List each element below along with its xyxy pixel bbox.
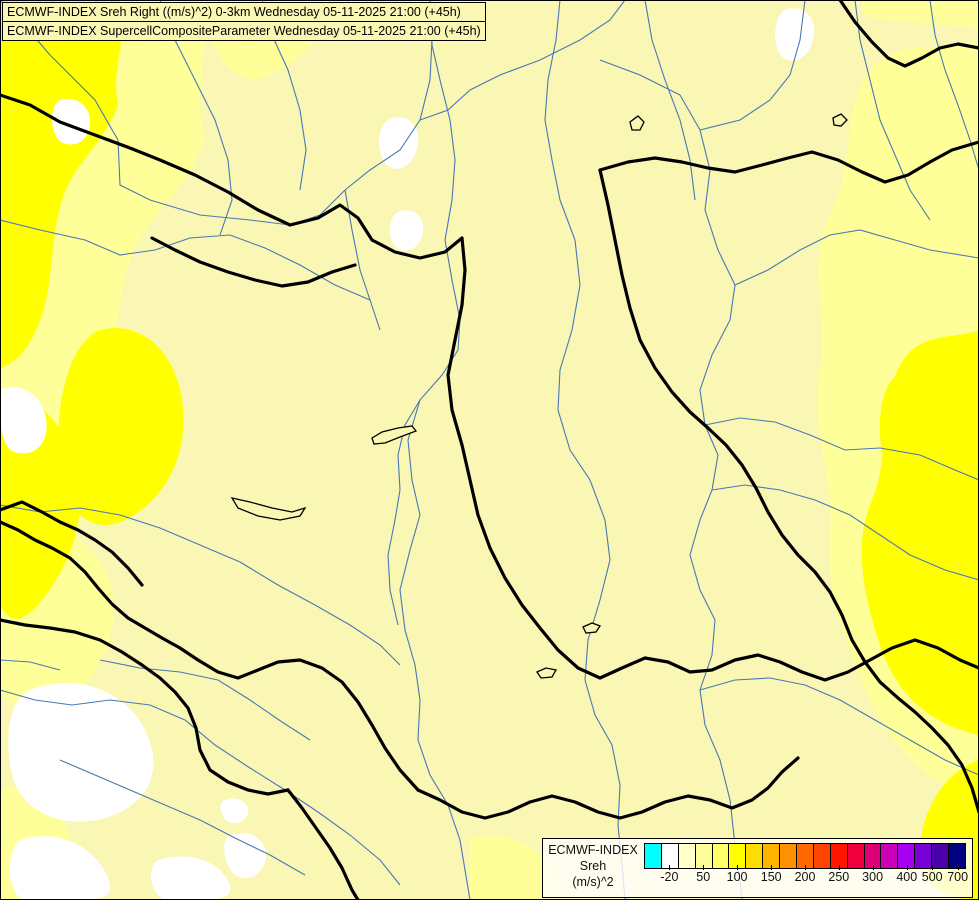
legend-scale: -20 50 100 150 200 250 300 400 500 700 — [643, 839, 972, 897]
lakes-layer — [230, 113, 848, 679]
colorbar-cell-5[interactable] — [729, 844, 747, 868]
lake-balaton — [371, 425, 418, 445]
colorbar-cell-17[interactable] — [932, 844, 950, 868]
colorbar-cell-15[interactable] — [898, 844, 916, 868]
colorbar-cell-13[interactable] — [864, 844, 882, 868]
legend-source: ECMWF-INDEX — [548, 843, 638, 857]
colorbar-tick-label-6: 300 — [862, 870, 884, 884]
colorbar-tickmark-2 — [737, 865, 739, 870]
colorbar-cell-6[interactable] — [746, 844, 764, 868]
colorbar-tickmark-9 — [957, 865, 959, 870]
colorbar-tick-label-4: 200 — [794, 870, 816, 884]
colorbar-cell-3[interactable] — [695, 844, 713, 868]
colorbar-tick-label-1: 50 — [696, 870, 711, 884]
colorbar-cell-11[interactable] — [830, 844, 848, 868]
colorbar-cell-4[interactable] — [712, 844, 730, 868]
colorbar-tickmark-1 — [703, 865, 705, 870]
title-line-scp: ECMWF-INDEX SupercellCompositeParameter … — [2, 21, 486, 41]
white-pocket-north — [775, 8, 815, 61]
legend-variable: Sreh — [579, 859, 607, 873]
legend-labels: ECMWF-INDEX Sreh (m/s)^2 — [543, 839, 643, 897]
colorbar-tickmark-5 — [838, 865, 840, 870]
colorbar-cell-18[interactable] — [949, 844, 965, 868]
legend-panel[interactable]: ECMWF-INDEX Sreh (m/s)^2 -20 50 100 150 200 2… — [542, 838, 973, 898]
colorbar-cell-12[interactable] — [847, 844, 865, 868]
colorbar-cell-2[interactable] — [678, 844, 696, 868]
colorbar-cell-7[interactable] — [763, 844, 781, 868]
colorbar-cell-14[interactable] — [881, 844, 899, 868]
colorbar-cell-16[interactable] — [915, 844, 933, 868]
title-block: ECMWF-INDEX Sreh Right ((m/s)^2) 0-3km W… — [2, 2, 486, 41]
white-pocket-southwest — [8, 683, 154, 822]
colorbar-tick-label-7: 400 — [896, 870, 918, 884]
colorbar-tickmark-8 — [932, 865, 934, 870]
colorbar-tick-row: -20 50 100 150 200 250 300 400 500 700 — [644, 865, 969, 889]
colorbar-tickmark-3 — [771, 865, 773, 870]
colorbar[interactable] — [644, 843, 966, 869]
colorbar-tickmark-0 — [669, 865, 671, 870]
colorbar-tickmark-4 — [805, 865, 806, 870]
field-band-below-50 — [0, 8, 815, 900]
title-line-sreh: ECMWF-INDEX Sreh Right ((m/s)^2) 0-3km W… — [2, 2, 486, 21]
colorbar-tick-label-5: 250 — [828, 870, 850, 884]
colorbar-tick-label-0: -20 — [660, 870, 679, 884]
colorbar-tickmark-7 — [906, 865, 908, 870]
colorbar-cell-10[interactable] — [813, 844, 831, 868]
lake-neusiedl — [230, 497, 307, 521]
colorbar-cell-0[interactable] — [645, 844, 662, 868]
colorbar-tick-label-3: 150 — [760, 870, 782, 884]
colorbar-tick-label-8: 500 — [921, 870, 943, 884]
colorbar-cell-8[interactable] — [780, 844, 798, 868]
colorbar-tick-label-9: 700 — [947, 870, 969, 884]
legend-units: (m/s)^2 — [572, 875, 614, 889]
colorbar-tickmark-6 — [872, 865, 874, 870]
colorbar-cell-1[interactable] — [661, 844, 679, 868]
colorbar-cell-9[interactable] — [797, 844, 814, 868]
colorbar-tick-label-2: 100 — [726, 870, 748, 884]
